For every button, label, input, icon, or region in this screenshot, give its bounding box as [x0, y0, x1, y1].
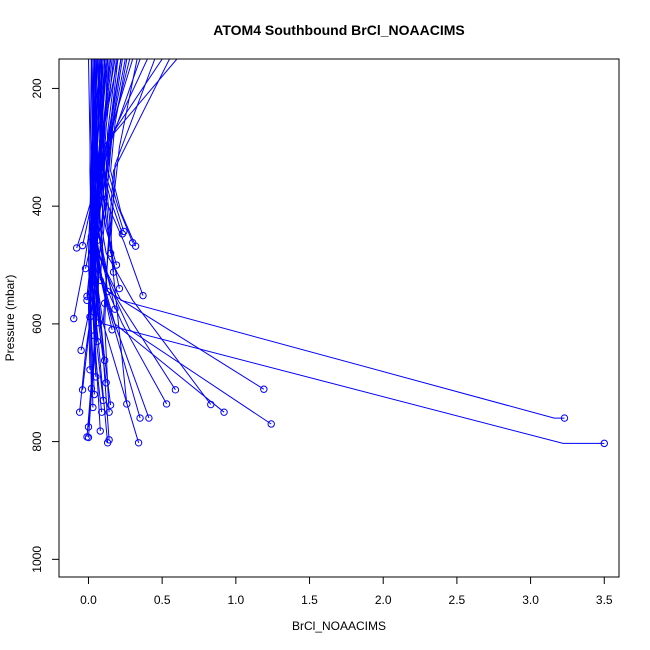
- data-point: [95, 319, 103, 327]
- data-point: [93, 337, 102, 346]
- data-point: [89, 403, 97, 412]
- y-tick-label: 800: [30, 431, 44, 451]
- data-point: [207, 400, 215, 409]
- series-line-46: [87, 59, 94, 389]
- data-point: [70, 314, 78, 323]
- data-point: [102, 379, 110, 387]
- data-point: [109, 268, 118, 276]
- x-axis: 0.0 0.5 1.0 1.5 2.0 2.5 3.0 3.5: [80, 576, 613, 607]
- data-point: [139, 291, 147, 300]
- data-point: [111, 305, 119, 313]
- data-point: [145, 414, 153, 422]
- data-point: [83, 292, 91, 300]
- data-point: [77, 346, 85, 355]
- data-point: [92, 373, 100, 381]
- data-point: [260, 385, 268, 393]
- data-point: [86, 313, 94, 321]
- data-point: [103, 439, 112, 447]
- y-tick-label: 600: [30, 314, 44, 334]
- data-point: [83, 296, 91, 305]
- data-point: [600, 439, 608, 448]
- data-point: [162, 400, 171, 408]
- data-point: [171, 386, 180, 394]
- data-point: [93, 236, 102, 245]
- data-point: [220, 408, 228, 416]
- series-line-51: [101, 59, 112, 254]
- y-axis-label: Pressure (mbar): [3, 275, 17, 362]
- y-tick-label: 1000: [30, 546, 44, 573]
- data-point: [118, 230, 127, 238]
- chart-title: ATOM4 Southbound BrCl_NOAACIMS: [213, 22, 464, 38]
- data-point: [96, 427, 104, 435]
- series-line-48: [89, 59, 97, 317]
- data-point: [78, 386, 87, 394]
- x-tick-label: 2.5: [449, 593, 466, 607]
- data-point: [108, 326, 116, 334]
- data-point: [96, 276, 104, 285]
- plot-frame: [58, 58, 620, 578]
- series-line-47: [87, 59, 92, 370]
- data-point: [81, 264, 90, 273]
- data-point: [123, 400, 131, 408]
- data-point: [78, 241, 87, 250]
- series-line-0: [95, 59, 605, 444]
- data-point: [90, 331, 99, 340]
- data-point: [136, 414, 144, 422]
- x-tick-label: 3.0: [522, 593, 539, 607]
- x-tick-label: 2.0: [375, 593, 392, 607]
- data-point: [87, 384, 96, 393]
- series-line-54: [93, 59, 131, 336]
- y-axis: 200 400 600 800 1000: [30, 78, 60, 573]
- series-line-56: [110, 59, 156, 404]
- data-point: [112, 261, 121, 269]
- series-line-52: [105, 59, 117, 273]
- marker-group: [70, 227, 608, 448]
- data-point: [86, 366, 94, 374]
- series-group: [73, 59, 605, 444]
- series-line-49: [90, 59, 103, 237]
- x-tick-label: 3.5: [596, 593, 613, 607]
- data-point: [106, 401, 115, 409]
- y-tick-label: 400: [30, 196, 44, 216]
- data-point: [83, 433, 91, 441]
- data-point: [105, 408, 113, 416]
- data-point: [90, 390, 99, 399]
- data-point: [115, 284, 124, 293]
- data-point: [131, 242, 140, 250]
- x-tick-label: 0.5: [154, 593, 171, 607]
- x-axis-label: BrCl_NOAACIMS: [292, 619, 386, 633]
- data-point: [87, 233, 96, 241]
- data-point: [75, 408, 84, 416]
- series-line-1: [96, 59, 565, 419]
- data-point: [267, 420, 275, 428]
- data-point: [100, 299, 109, 307]
- series-line-53: [99, 59, 123, 281]
- x-tick-label: 1.5: [301, 593, 318, 607]
- data-point: [100, 356, 109, 365]
- data-point: [99, 396, 107, 405]
- data-point: [103, 287, 112, 296]
- x-tick-label: 1.0: [227, 593, 244, 607]
- data-point: [84, 423, 93, 431]
- y-tick-label: 200: [30, 78, 44, 98]
- data-point: [106, 249, 115, 257]
- x-tick-label: 0.0: [80, 593, 97, 607]
- data-point: [134, 439, 143, 447]
- series-line-50: [96, 59, 114, 241]
- data-point: [98, 408, 106, 416]
- data-point: [560, 414, 569, 422]
